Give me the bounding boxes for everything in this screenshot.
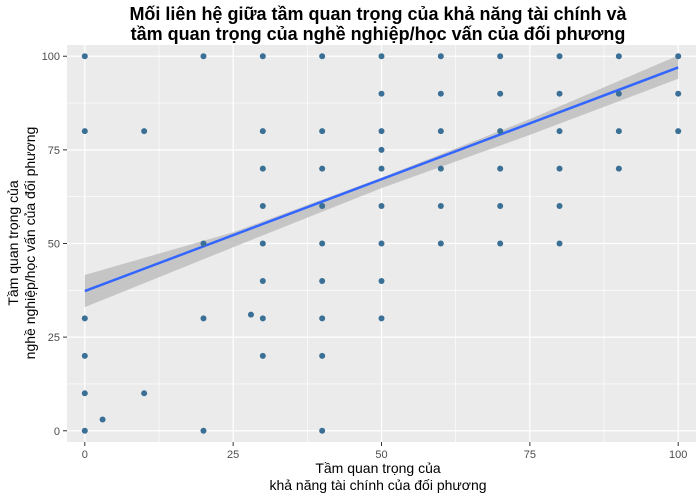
data-point (81, 427, 88, 434)
data-point (259, 315, 266, 322)
data-point (437, 165, 444, 172)
data-point (200, 427, 207, 434)
data-point (378, 203, 385, 210)
data-point (497, 90, 504, 97)
data-point (247, 311, 254, 318)
data-point (437, 240, 444, 247)
data-point (556, 90, 563, 97)
data-point (319, 315, 326, 322)
data-point (437, 128, 444, 135)
data-point (556, 128, 563, 135)
data-point (259, 203, 266, 210)
data-point (497, 240, 504, 247)
data-point (378, 146, 385, 153)
y-tick-label: 100 (42, 51, 60, 63)
data-point (378, 277, 385, 284)
data-point (675, 53, 682, 60)
data-point (378, 90, 385, 97)
y-tick-label: 75 (48, 145, 60, 157)
data-point (319, 128, 326, 135)
data-point (378, 165, 385, 172)
data-point (200, 240, 207, 247)
data-point (615, 53, 622, 60)
data-point (497, 203, 504, 210)
data-point (556, 203, 563, 210)
confidence-band-layer (84, 55, 679, 308)
x-tick-label: 0 (82, 449, 88, 461)
y-tick-label: 0 (54, 426, 60, 438)
data-point (437, 53, 444, 60)
data-point (675, 90, 682, 97)
data-point (319, 277, 326, 284)
data-point (556, 53, 563, 60)
y-tick-label: 25 (48, 332, 60, 344)
y-axis-title-line-2: nghề nghiệp/học vấn của đối phương (22, 127, 38, 360)
data-point (319, 203, 326, 210)
data-point (99, 416, 106, 423)
y-axis-ticks: 0 25 50 75 100 (42, 51, 67, 438)
data-point (378, 53, 385, 60)
data-point (81, 53, 88, 60)
chart-title-line-2: tầm quan trọng của nghề nghiệp/học vấn c… (131, 24, 626, 44)
data-point (259, 352, 266, 359)
data-point (497, 53, 504, 60)
data-point (497, 128, 504, 135)
data-point (200, 53, 207, 60)
data-point (319, 165, 326, 172)
data-point (378, 240, 385, 247)
data-point (200, 315, 207, 322)
data-point (319, 240, 326, 247)
data-point (259, 165, 266, 172)
data-point (259, 240, 266, 247)
data-point (81, 390, 88, 397)
data-point (259, 128, 266, 135)
data-point (259, 277, 266, 284)
data-point (259, 53, 266, 60)
data-point (556, 240, 563, 247)
data-points (81, 53, 682, 434)
x-axis-ticks: 0 25 50 75 100 (82, 442, 687, 461)
data-point (497, 165, 504, 172)
data-point (378, 128, 385, 135)
data-point (378, 315, 385, 322)
chart-title-line-1: Mối liên hệ giữa tầm quan trọng của khả … (129, 4, 627, 24)
data-point (615, 128, 622, 135)
y-tick-label: 50 (48, 239, 60, 251)
data-point (437, 90, 444, 97)
data-point (319, 53, 326, 60)
x-tick-label: 25 (227, 449, 239, 461)
x-tick-label: 75 (524, 449, 536, 461)
x-tick-label: 50 (375, 449, 387, 461)
x-axis-title-line-2: khả năng tài chính của đối phương (269, 477, 486, 493)
data-point (141, 390, 148, 397)
data-point (556, 165, 563, 172)
trend-line (84, 66, 679, 293)
data-point (615, 90, 622, 97)
trend-line-layer (84, 66, 679, 293)
x-axis-title-line-1: Tầm quan trọng của (315, 460, 441, 476)
confidence-band (84, 55, 679, 308)
y-axis-title-line-1: Tầm quan trọng của (5, 180, 21, 306)
x-tick-label: 100 (669, 449, 687, 461)
data-point (81, 315, 88, 322)
data-point (615, 165, 622, 172)
data-point (81, 352, 88, 359)
data-point (81, 128, 88, 135)
data-point (319, 427, 326, 434)
data-point (437, 203, 444, 210)
data-point (675, 128, 682, 135)
data-point (319, 352, 326, 359)
data-point (141, 128, 148, 135)
